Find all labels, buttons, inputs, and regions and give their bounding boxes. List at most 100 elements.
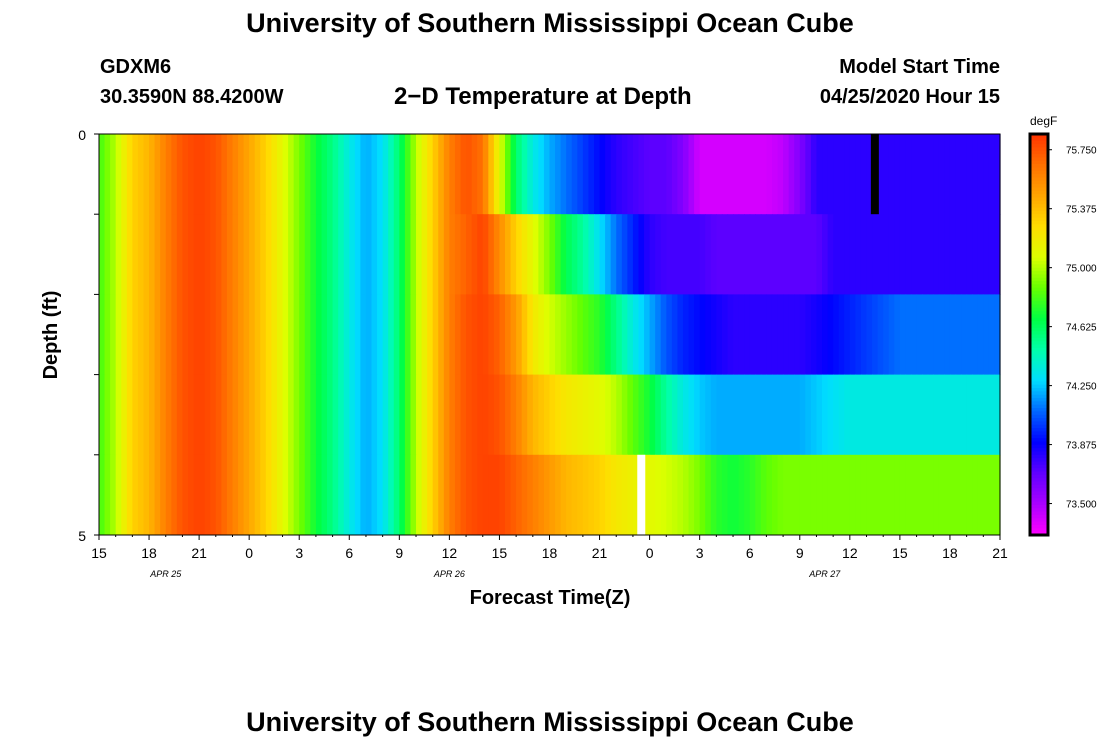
heatmap-cell [388,294,395,376]
heatmap-cell [410,294,417,376]
colorbar-segment [1030,431,1048,436]
colorbar-segment [1030,454,1048,459]
heatmap-cell [749,374,756,456]
heatmap-cell [121,134,128,215]
heatmap-cell [961,294,968,376]
heatmap-cell [844,214,851,295]
heatmap-cell [232,134,239,215]
heatmap-cell [599,214,606,295]
heatmap-cell [327,214,334,295]
heatmap-cell [810,134,818,215]
heatmap-cell [916,294,923,376]
colorbar-segment [1030,281,1048,285]
heatmap-cell [599,374,606,456]
heatmap-cell [421,294,428,376]
heatmap-cell [176,214,184,295]
heatmap-cell [399,294,406,376]
heatmap-cell [627,214,634,295]
heatmap-cell [588,214,595,295]
heatmap-cell [699,214,706,295]
heatmap-cell [521,134,528,215]
heatmap-cell [627,294,634,376]
colorbar-segment [1030,324,1048,329]
colorbar-segment [1030,174,1048,179]
heatmap-cell [238,134,245,215]
heatmap-cell [365,374,373,456]
heatmap-cell [171,454,178,536]
heatmap-cell [805,294,812,376]
heatmap-cell [810,294,818,376]
heatmap-cell [805,454,812,536]
heatmap-cell [933,214,940,295]
heatmap-cell [416,294,423,376]
heatmap-cell [621,134,628,215]
colorbar-segment [1030,284,1048,289]
colorbar-segment [1030,134,1048,138]
heatmap-cell [299,134,306,215]
heatmap-cell [271,134,278,215]
heatmap-cell [510,134,517,215]
heatmap-cell [265,214,273,295]
colorbar-segment [1030,337,1048,342]
heatmap-cell [977,214,984,295]
heatmap-cell [438,134,445,215]
heatmap-cell [488,214,495,295]
heatmap-cell [988,374,996,456]
colorbar-segment [1030,351,1048,356]
colorbar-segment [1030,367,1048,372]
heatmap-cell [777,294,784,376]
heatmap-cell [471,214,478,295]
heatmap-cell [744,454,751,536]
heatmap-cell [243,214,250,295]
heatmap-cell [171,214,178,295]
heatmap-cell [126,134,133,215]
heatmap-cell [816,454,823,536]
heatmap-cell [988,134,996,215]
heatmap-cell [744,374,751,456]
heatmap-cell [332,294,339,376]
heatmap-cell [794,294,801,376]
heatmap-cell [922,294,929,376]
heatmap-cell [393,454,400,536]
heatmap-cell [121,214,128,295]
heatmap-cell [660,214,667,295]
colorbar-segment [1030,478,1048,483]
heatmap-cell [855,134,862,215]
colorbar-segment [1030,474,1048,479]
heatmap-cell [671,374,679,456]
heatmap-cell [705,374,712,456]
heatmap-cell [682,454,690,536]
x-tick-label: 15 [892,545,908,561]
heatmap-cell [493,294,501,376]
heatmap-cell [655,454,662,536]
heatmap-cell [738,214,745,295]
colorbar-segment [1030,364,1048,369]
colorbar-segment [1030,347,1048,352]
colorbar-segment [1030,234,1048,239]
colorbar-unit: degF [1030,114,1057,128]
heatmap-cell [955,294,962,376]
heatmap-cell [549,454,556,536]
heatmap-cell [282,374,289,456]
heatmap-cell [794,134,801,215]
heatmap-cell [716,454,723,536]
heatmap-cell [260,454,267,536]
heatmap-cell [922,134,929,215]
footer-title: University of Southern Mississippi Ocean… [246,707,854,737]
heatmap-cell [282,134,289,215]
heatmap-cell [115,134,122,215]
heatmap-cell [510,294,517,376]
x-tick-label: 18 [542,545,558,561]
heatmap-cell [516,134,523,215]
heatmap-cell [449,294,456,376]
heatmap-cell [410,214,417,295]
heatmap-cell [377,374,384,456]
colorbar-segment [1030,321,1048,326]
heatmap-cell [104,134,111,215]
heatmap-cell [766,214,773,295]
heatmap-cell [137,134,145,215]
colorbar-segment [1030,491,1048,496]
heatmap-cell [694,454,701,536]
heatmap-cell [404,454,412,536]
heatmap-cell [538,294,545,376]
